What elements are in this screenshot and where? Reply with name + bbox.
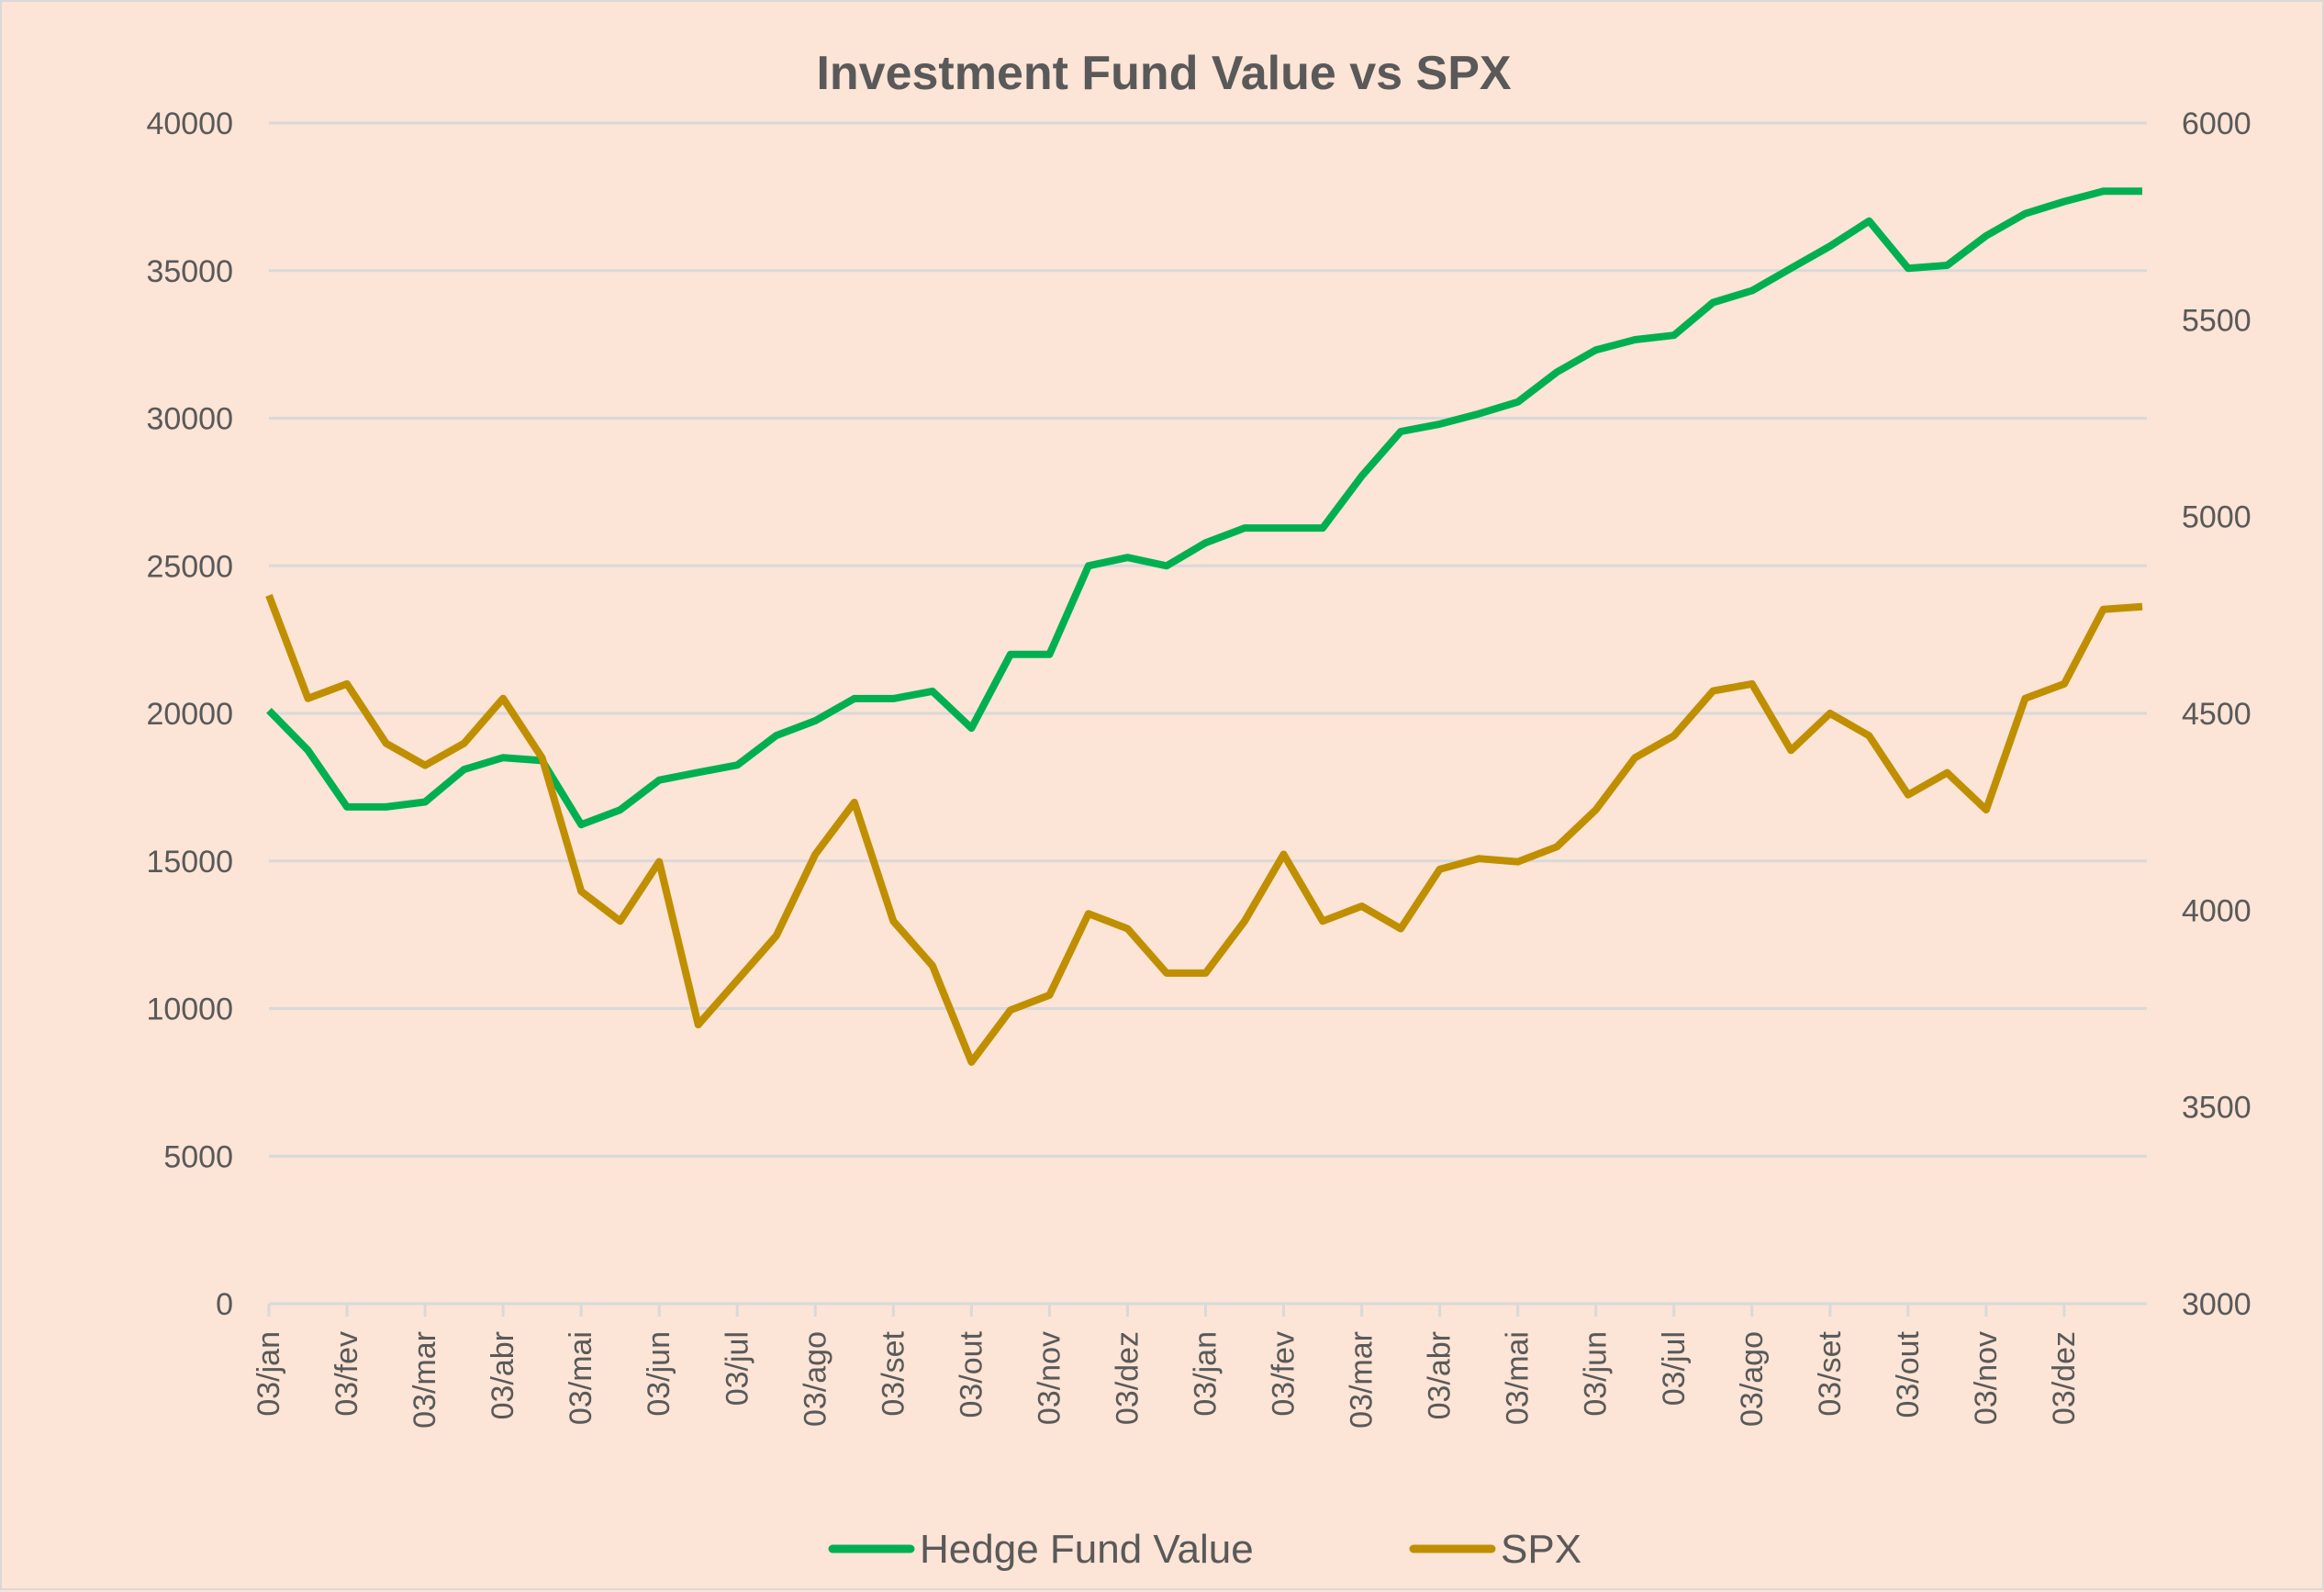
x-tick-label: 03/dez <box>1110 1331 1145 1425</box>
x-tick-label: 03/jan <box>251 1331 286 1417</box>
left-axis-labels: 0 5000 10000 15000 20000 25000 30000 35000 40000 <box>146 107 233 1322</box>
x-tick-label: 03/nov <box>1032 1331 1067 1425</box>
right-axis-tick-label: 5500 <box>2182 303 2251 338</box>
x-tick-label: 03/abr <box>1423 1331 1458 1419</box>
x-tick-label: 03/nov <box>1969 1331 2004 1425</box>
x-tick-label: 03/set <box>876 1330 911 1416</box>
x-tick-label: 03/mai <box>1501 1331 1536 1425</box>
x-tick-label: 03/mar <box>408 1331 442 1429</box>
x-tick-label: 03/set <box>1813 1330 1848 1416</box>
x-tick-label: 03/out <box>1891 1330 1926 1418</box>
series-line-spx <box>269 595 2142 1061</box>
x-tick-label: 03/mai <box>564 1331 598 1425</box>
right-axis-tick-label: 4500 <box>2182 697 2251 732</box>
left-axis-tick-label: 30000 <box>146 402 233 437</box>
legend-label-hedge-fund: Hedge Fund Value <box>920 1527 1254 1572</box>
left-axis-tick-label: 40000 <box>146 107 233 141</box>
right-axis-tick-label: 6000 <box>2182 107 2251 141</box>
right-axis-tick-label: 4000 <box>2182 893 2251 928</box>
x-tick-label: 03/mar <box>1345 1331 1380 1429</box>
x-tick-label: 03/jun <box>642 1331 676 1417</box>
left-axis-tick-label: 0 <box>216 1287 233 1322</box>
legend: Hedge Fund Value SPX <box>832 1527 1581 1572</box>
left-axis-tick-label: 25000 <box>146 549 233 584</box>
x-tick-label: 03/jun <box>1579 1331 1614 1417</box>
left-axis-tick-label: 15000 <box>146 845 233 880</box>
x-tick-label: 03/dez <box>2047 1331 2082 1425</box>
x-tick-label: 03/fev <box>1267 1331 1302 1417</box>
x-tick-label: 03/jul <box>1657 1331 1692 1406</box>
x-tick-label: 03/abr <box>486 1331 520 1419</box>
series-lines <box>269 191 2142 1062</box>
left-axis-tick-label: 35000 <box>146 254 233 289</box>
left-axis-tick-label: 20000 <box>146 697 233 732</box>
x-tick-label: 03/fev <box>330 1331 364 1417</box>
right-axis-labels: 3000 3500 4000 4500 5000 5500 6000 <box>2182 107 2251 1322</box>
gridlines <box>269 123 2147 1304</box>
x-tick-label: 03/ago <box>1735 1331 1770 1427</box>
left-axis-tick-label: 10000 <box>146 992 233 1027</box>
legend-label-spx: SPX <box>1501 1527 1581 1572</box>
left-axis-tick-label: 5000 <box>163 1139 233 1174</box>
chart-title: Investment Fund Value vs SPX <box>816 47 1511 100</box>
x-tick-label: 03/ago <box>798 1331 832 1427</box>
x-tick-label: 03/out <box>954 1330 989 1418</box>
right-axis-tick-label: 3000 <box>2182 1287 2251 1322</box>
x-axis: 03/jan 03/fev 03/mar 03/abr 03/mai 03/jun 03/j… <box>251 1304 2082 1429</box>
x-tick-label: 03/jan <box>1189 1331 1223 1417</box>
x-tick-label: 03/jul <box>720 1331 754 1406</box>
right-axis-tick-label: 3500 <box>2182 1091 2251 1126</box>
right-axis-tick-label: 5000 <box>2182 500 2251 535</box>
